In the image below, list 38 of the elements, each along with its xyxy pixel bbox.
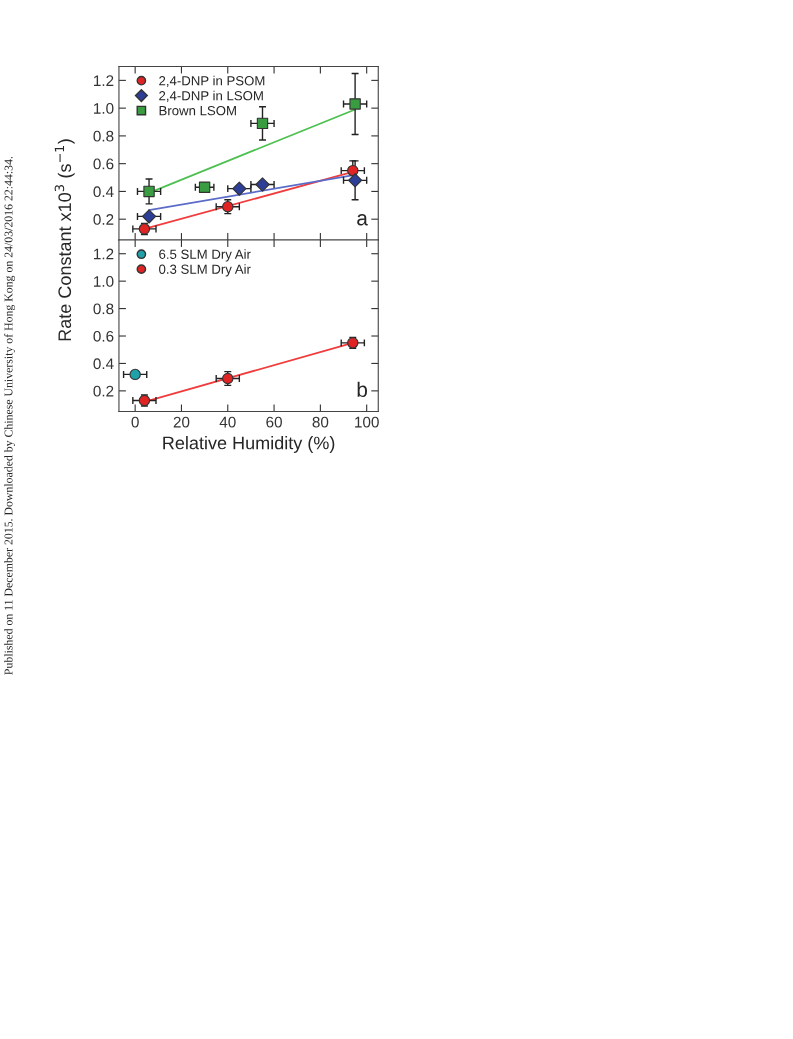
point xyxy=(198,181,211,193)
legend-label: Brown LSOM xyxy=(159,105,236,116)
y-tick-label: 0.6 xyxy=(93,330,114,342)
y-tick-label: 0.8 xyxy=(93,130,114,142)
y-tick-label: 0.2 xyxy=(93,385,114,397)
y-axis-title: Rate Constant x10$^{3}$ (s$^{−1}$) xyxy=(54,139,75,341)
point xyxy=(129,368,141,381)
point xyxy=(256,117,269,130)
x-tick-label: 0 xyxy=(131,416,139,428)
point xyxy=(347,173,363,188)
text: Published on 11 December 2015. Downloaded by Chinese University of Hong Kong on 24/03/2016 22:44:34. xyxy=(4,156,15,675)
y-tick-label: 0.6 xyxy=(93,158,114,170)
x-tick-label: 100 xyxy=(355,416,379,428)
y-tick-label: 1.2 xyxy=(94,75,114,86)
legend-label: 2,4-DNP in PSOM xyxy=(159,75,265,87)
x-tick-label: 60 xyxy=(266,416,282,428)
y-tick-label: 1.0 xyxy=(94,103,114,114)
y-tick-label: 0.8 xyxy=(93,303,114,315)
y-tick-label: 1.2 xyxy=(94,248,114,260)
x-tick-label: 40 xyxy=(219,416,236,428)
x-tick-label: 20 xyxy=(173,416,190,428)
point xyxy=(141,209,157,224)
point xyxy=(143,185,155,198)
x-tick-label: 80 xyxy=(312,416,329,428)
x-axis-title: Relative Humidity (%) xyxy=(163,436,335,453)
legend-label: 0.3 SLM Dry Air xyxy=(159,264,251,277)
point xyxy=(255,177,270,192)
y-tick-label: 0.2 xyxy=(93,214,114,225)
annotation: a xyxy=(357,214,368,226)
point xyxy=(349,98,361,110)
legend-label: 2,4-DNP in LSOM xyxy=(159,90,263,102)
legend-label: 6.5 SLM Dry Air xyxy=(159,249,251,262)
point xyxy=(347,164,359,177)
point xyxy=(232,181,247,196)
y-tick-label: 0.4 xyxy=(93,358,114,370)
y-tick-label: 0.4 xyxy=(93,186,114,198)
y-tick-label: 1.0 xyxy=(94,276,114,287)
annotation: b xyxy=(357,381,368,398)
